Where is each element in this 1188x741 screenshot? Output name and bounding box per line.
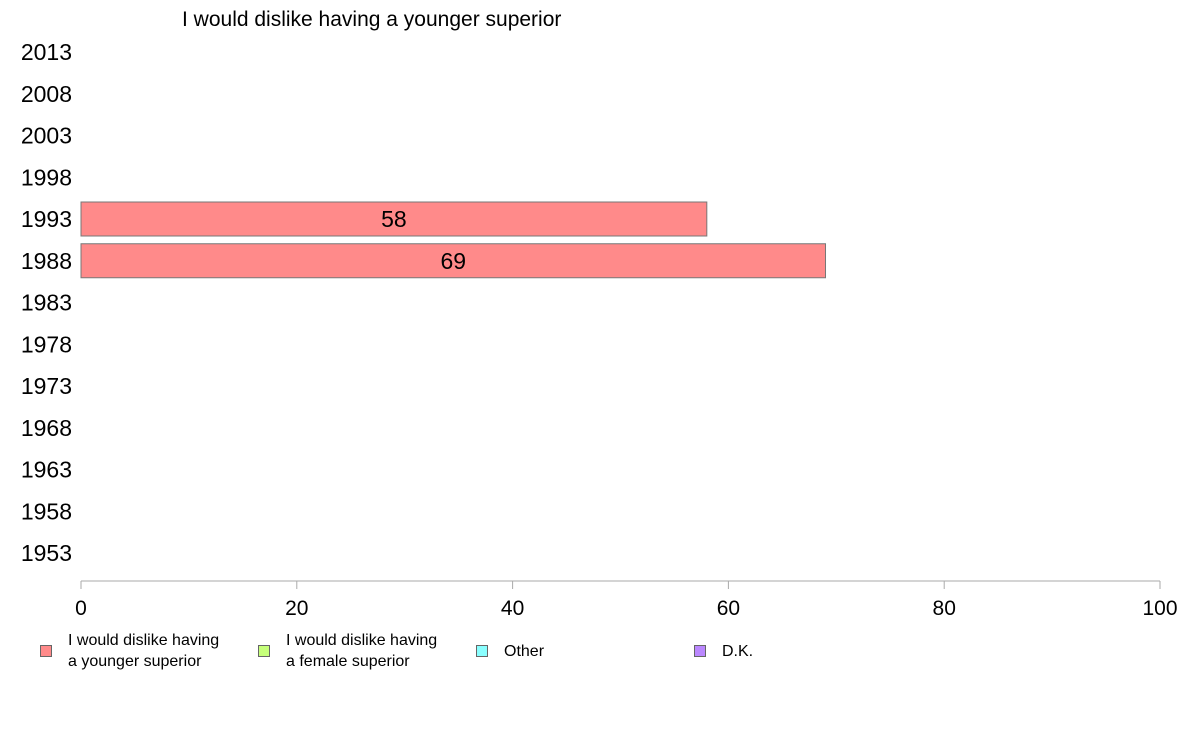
legend-swatch xyxy=(694,645,706,657)
legend-label: I would dislike having a female superior xyxy=(286,632,438,670)
legend-label: Other xyxy=(504,643,545,660)
y-tick-label: 1973 xyxy=(21,373,72,399)
x-tick-label: 40 xyxy=(501,597,524,620)
y-tick-label: 1978 xyxy=(21,331,72,357)
legend: I would dislike having a younger superio… xyxy=(0,630,1188,690)
bar xyxy=(80,201,708,237)
legend-swatch xyxy=(476,645,488,657)
y-tick-label: 1998 xyxy=(21,164,72,190)
legend-swatch xyxy=(258,645,270,657)
legend-swatch xyxy=(40,645,52,657)
bar xyxy=(80,243,827,279)
x-axis: 0 20 40 60 80 100 xyxy=(75,580,1178,620)
x-tick-label: 100 xyxy=(1142,597,1177,620)
x-tick-label: 80 xyxy=(933,597,956,620)
y-tick-label: 2013 xyxy=(21,39,72,65)
y-axis-labels: 2013 2008 2003 1998 1993 1988 1983 1978 1973 1968… xyxy=(21,39,72,566)
legend-label: I would dislike having a younger superio… xyxy=(68,632,220,670)
chart-title: I would dislike having a younger superio… xyxy=(182,8,561,31)
y-tick-label: 1993 xyxy=(21,206,72,232)
y-tick-label: 1958 xyxy=(21,498,72,524)
bar-value-label: 58 xyxy=(381,206,407,232)
y-tick-label: 2008 xyxy=(21,81,72,107)
legend-label: D.K. xyxy=(722,643,754,660)
y-tick-label: 1988 xyxy=(21,248,72,274)
y-tick-label: 1983 xyxy=(21,290,72,316)
x-tick-label: 60 xyxy=(717,597,740,620)
x-tick-label: 0 xyxy=(75,597,87,620)
y-tick-label: 1968 xyxy=(21,415,72,441)
bars: 58 69 xyxy=(80,201,827,279)
x-tick-label: 20 xyxy=(285,597,308,620)
y-tick-label: 2003 xyxy=(21,123,72,149)
bar-value-label: 69 xyxy=(440,248,466,274)
y-tick-label: 1953 xyxy=(21,540,72,566)
y-tick-label: 1963 xyxy=(21,457,72,483)
